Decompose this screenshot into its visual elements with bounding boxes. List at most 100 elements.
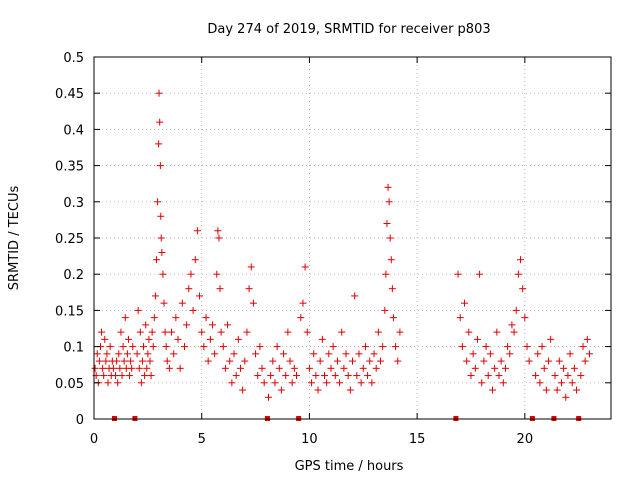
- data-point: [103, 350, 111, 358]
- data-point: [106, 343, 114, 351]
- data-point: [568, 379, 576, 387]
- data-point: [216, 285, 224, 293]
- data-point: [370, 350, 378, 358]
- data-point: [463, 357, 471, 365]
- data-point: [318, 335, 326, 343]
- x-tick-label: 10: [301, 432, 318, 447]
- data-point: [286, 357, 294, 365]
- data-point: [149, 343, 157, 351]
- data-point: [473, 335, 481, 343]
- data-point: [100, 372, 108, 380]
- data-point: [320, 372, 328, 380]
- data-point: [382, 270, 390, 278]
- data-point: [562, 393, 570, 401]
- data-point: [124, 335, 132, 343]
- data-point: [349, 357, 356, 365]
- data-point: [357, 379, 365, 387]
- data-point: [129, 343, 137, 351]
- data-point: [489, 386, 497, 394]
- data-point: [208, 321, 216, 329]
- data-point: [160, 299, 168, 307]
- data-point: [310, 350, 318, 358]
- data-point: [344, 372, 352, 380]
- data-point: [134, 306, 142, 314]
- data-point: [301, 263, 309, 271]
- data-point: [187, 270, 195, 278]
- data-point: [325, 350, 333, 358]
- data-point: [491, 364, 499, 372]
- data-point: [273, 343, 281, 351]
- data-point: [327, 364, 335, 372]
- data-point: [486, 350, 494, 358]
- data-point: [493, 328, 501, 336]
- x-tick-label: 20: [517, 432, 534, 447]
- data-point: [254, 372, 262, 380]
- data-point: [145, 335, 153, 343]
- data-point: [204, 357, 212, 365]
- data-point: [135, 364, 143, 372]
- data-point: [340, 364, 348, 372]
- y-axis-ticks: 0 0.05 0.1 0.15 0.2 0.25 0.3 0.35 0.4 0.45 0.5: [55, 51, 611, 428]
- data-point: [579, 343, 587, 351]
- data-point: [342, 350, 350, 358]
- data-point: [510, 328, 518, 336]
- data-point: [156, 162, 164, 170]
- data-point: [476, 270, 484, 278]
- data-point: [185, 285, 193, 293]
- data-point: [585, 350, 593, 358]
- data-point: [120, 357, 128, 365]
- data-point: [456, 314, 464, 322]
- data-point: [299, 299, 307, 307]
- data-point: [133, 350, 141, 358]
- data-point: [521, 314, 529, 322]
- data-point: [359, 364, 367, 372]
- data-point: [165, 364, 173, 372]
- data-point: [245, 285, 253, 293]
- y-tick-label: 0.05: [55, 377, 84, 392]
- data-point: [499, 379, 507, 387]
- data-point: [258, 364, 266, 372]
- data-point: [260, 379, 268, 387]
- data-point: [583, 335, 591, 343]
- data-point: [115, 350, 123, 358]
- data-point: [154, 198, 162, 206]
- data-point: [277, 386, 285, 394]
- x-axis-ticks: 0 5 10 15 20: [90, 57, 533, 447]
- data-point: [178, 299, 186, 307]
- data-point: [323, 379, 331, 387]
- data-point: [560, 364, 568, 372]
- data-point: [112, 372, 120, 380]
- data-point: [159, 270, 167, 278]
- data-point: [392, 343, 400, 351]
- data-point: [116, 364, 124, 372]
- data-point: [282, 372, 290, 380]
- data-point: [183, 321, 191, 329]
- data-point: [540, 364, 548, 372]
- data-point: [506, 350, 514, 358]
- data-point: [525, 357, 533, 365]
- data-point: [172, 314, 180, 322]
- data-point: [214, 227, 222, 235]
- data-point: [196, 292, 204, 300]
- data-point: [553, 386, 561, 394]
- data-point: [388, 285, 396, 293]
- data-point: [170, 350, 178, 358]
- data-point: [374, 328, 382, 336]
- data-point: [545, 357, 553, 365]
- data-point: [95, 357, 103, 365]
- data-point: [383, 220, 391, 228]
- data-point: [213, 270, 221, 278]
- data-point: [381, 306, 389, 314]
- data-point: [389, 314, 397, 322]
- data-point: [504, 343, 512, 351]
- data-point: [102, 357, 110, 365]
- data-point: [264, 393, 272, 401]
- grid-lines: [94, 57, 611, 419]
- data-point: [126, 372, 134, 380]
- data-point: [121, 314, 129, 322]
- data-point: [538, 343, 546, 351]
- x-axis-label: GPS time / hours: [295, 459, 404, 474]
- data-point: [93, 350, 101, 358]
- data-point: [136, 328, 144, 336]
- data-point: [98, 328, 106, 336]
